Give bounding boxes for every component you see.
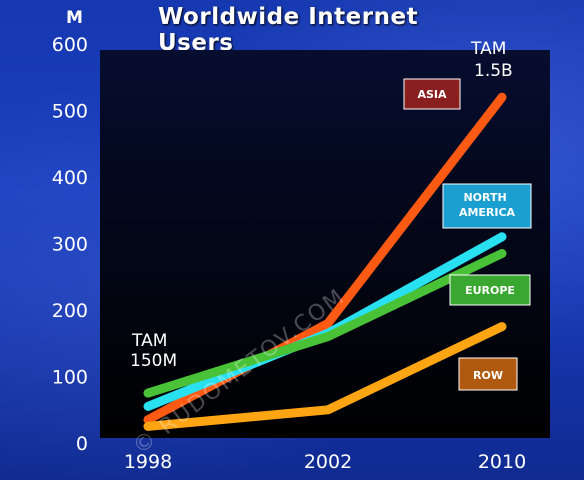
legend-label-row: ROW <box>473 369 503 382</box>
legend-label-europe: EUROPE <box>465 284 515 297</box>
y-tick-label: 500 <box>52 101 88 123</box>
y-tick-label: 100 <box>52 367 88 389</box>
series-line-europe <box>143 249 507 398</box>
annotation-tam-1-5b: TAM 1.5B <box>470 39 513 81</box>
annotation-tam-1-5b-line1: TAM <box>470 39 506 59</box>
legend-box-asia-bg <box>403 78 461 110</box>
legend-label-north-america: NORTH AMERICA <box>459 191 516 219</box>
legend-label-asia: ASIA <box>417 88 447 101</box>
annotation-tam-150m-line2: 150M <box>130 351 177 371</box>
legend-box-europe: EUROPE <box>449 274 531 306</box>
legend-box-europe-bg <box>449 274 531 306</box>
legend-box-row-bg <box>458 357 518 391</box>
series-line-asia <box>143 92 507 425</box>
y-tick-label: 0 <box>76 433 88 455</box>
x-tick-label: 1998 <box>124 451 172 473</box>
y-tick-label: 400 <box>52 167 88 189</box>
annotation-tam-150m-line1: TAM <box>131 331 167 351</box>
y-tick-label: 600 <box>52 34 88 56</box>
chart-title: Worldwide Internet Users <box>158 4 419 56</box>
legend-box-north-america-bg <box>442 183 532 229</box>
legend-box-row: ROW <box>458 357 518 391</box>
y-tick-label: 300 <box>52 234 88 256</box>
annotation-tam-1-5b-line2: 1.5B <box>474 61 513 81</box>
x-tick-label: 2010 <box>478 451 526 473</box>
x-tick-label: 2002 <box>304 451 352 473</box>
legend-box-asia: ASIA <box>403 78 461 110</box>
y-axis-unit: M <box>66 8 83 28</box>
y-tick-label: 200 <box>52 300 88 322</box>
annotation-tam-150m: TAM 150M <box>130 331 177 371</box>
legend-box-north-america: NORTH AMERICA <box>442 183 532 229</box>
series-line-row <box>143 322 507 431</box>
